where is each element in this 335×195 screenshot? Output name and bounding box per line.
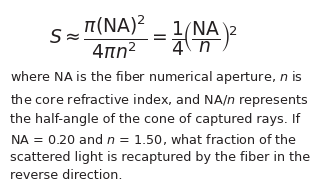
Text: $S \approx \dfrac{\pi(\mathrm{NA})^2}{4\pi n^2} = \dfrac{1}{4}\!\left(\dfrac{\ma: $S \approx \dfrac{\pi(\mathrm{NA})^2}{4\… — [49, 13, 238, 61]
Text: where NA is the fiber numerical aperture, $n$ is
the core refractive index, and : where NA is the fiber numerical aperture… — [10, 69, 310, 182]
